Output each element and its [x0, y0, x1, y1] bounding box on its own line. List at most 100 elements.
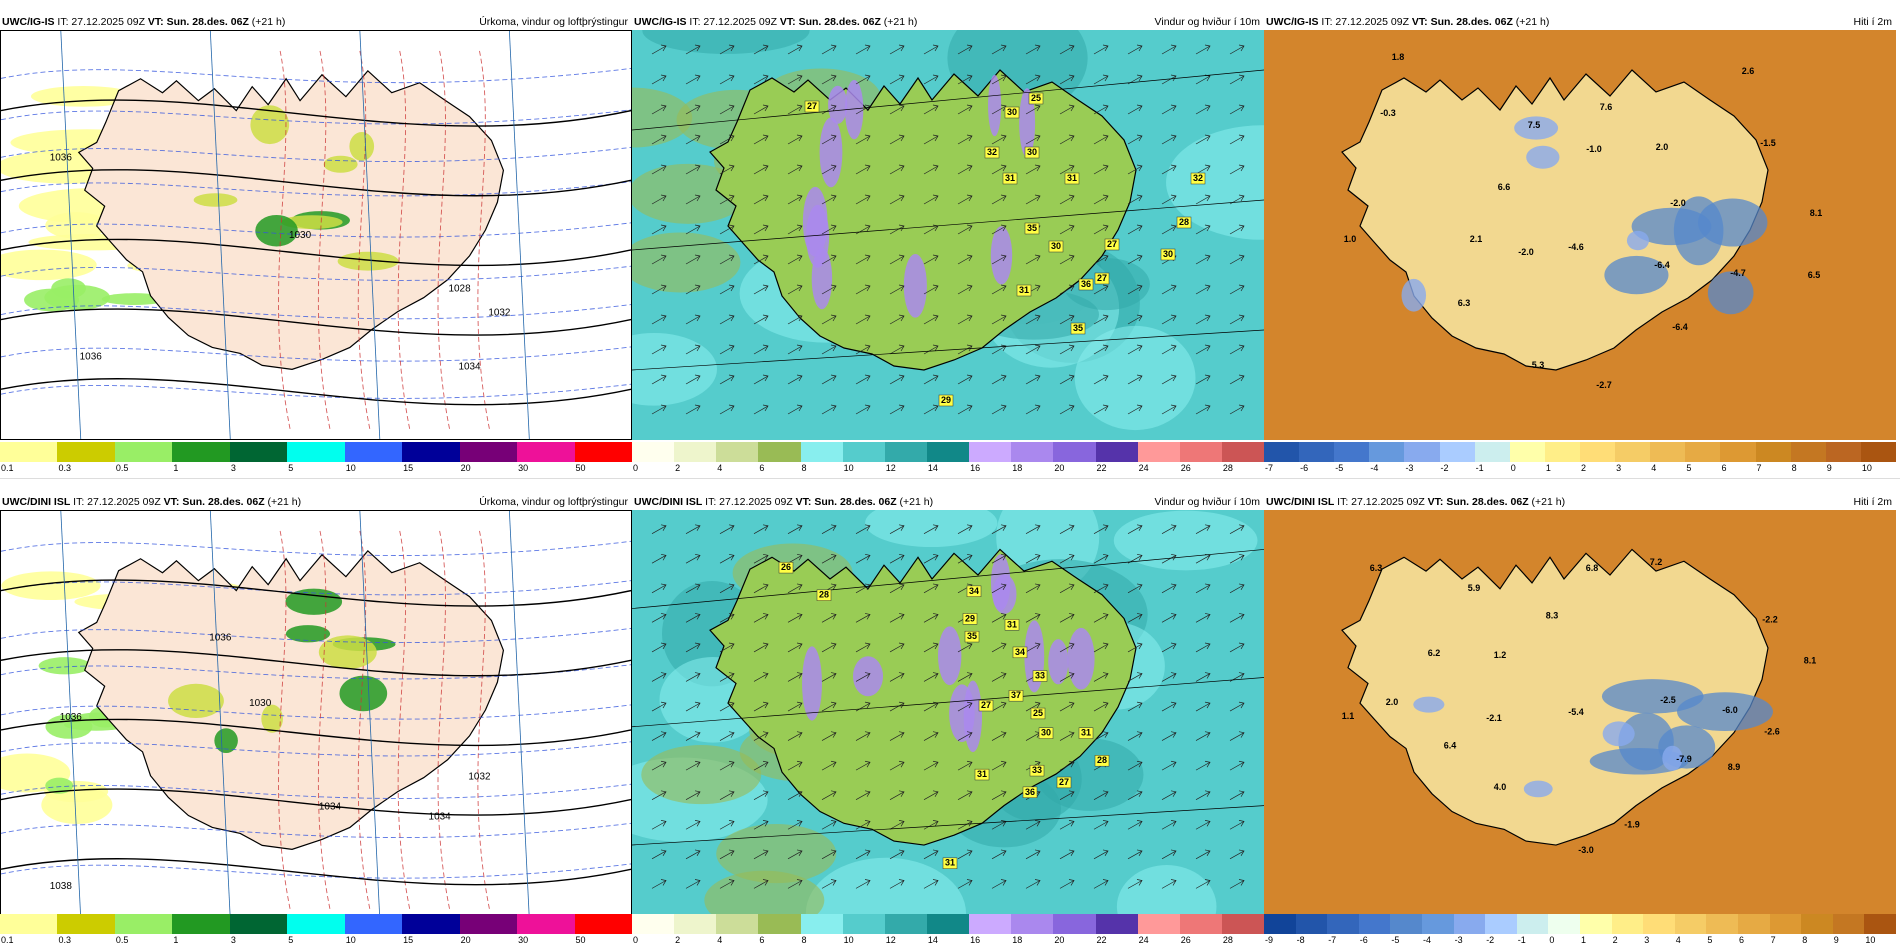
wind-arrow: [1195, 524, 1211, 534]
temperature-label: -1.0: [1586, 144, 1602, 154]
colorbar-tick-label: 0.3: [58, 935, 71, 945]
colorbar-segment: [800, 914, 843, 934]
isotherm: [317, 50, 331, 430]
wind-arrow: [753, 404, 769, 415]
map-area[interactable]: 1036 1028 1032 1034 1036 1030: [0, 30, 632, 440]
wind-arrow: [685, 74, 701, 85]
colorbar: [1264, 914, 1896, 934]
temperature-label: -2.2: [1762, 614, 1778, 624]
gust-label: 36: [1025, 787, 1035, 797]
wind-arrow: [821, 820, 837, 830]
colorbar-tick-label: -3: [1454, 935, 1463, 945]
colorbar-segment: [1650, 442, 1686, 462]
isotherm: [437, 530, 451, 910]
gust-area: [802, 186, 828, 257]
gust-label-box: [1004, 106, 1020, 119]
colorbar-tick-label: 0.1: [1, 935, 14, 945]
wind-arrow: [685, 104, 701, 115]
gust-label-box: [1002, 172, 1018, 185]
gust-label: 30: [1027, 147, 1037, 157]
isobar-label: 1034: [429, 811, 452, 822]
colorbar-segment: [926, 914, 970, 934]
precip-band: [1, 571, 101, 601]
wind-arrow: [1093, 820, 1109, 830]
wind-arrow: [753, 314, 769, 325]
gust-area: [938, 626, 962, 686]
wind-arrow: [753, 879, 769, 889]
wind-arrow: [753, 344, 769, 355]
wind-arrow: [889, 344, 905, 355]
colorbar-tick-label: 0.3: [58, 463, 71, 473]
colorbar-segment: [1860, 442, 1896, 462]
colorbar-tick-label: -7: [1328, 935, 1337, 945]
colorbar-segment: [0, 442, 58, 462]
isotherm: [1, 181, 631, 197]
wind-arrow: [651, 849, 667, 860]
map-area[interactable]: 1.8 2.6 -0.3 7.5 7.6 -1.0 2.0 -1.5 6.6 -2.0 8.1 1.0…: [1264, 30, 1896, 440]
wind-arrow: [651, 194, 667, 205]
wind-arrow: [719, 820, 735, 830]
map-area[interactable]: 1036 1034 1030 1032 1034 1036 1038: [0, 510, 632, 920]
lead-time: (+21 h): [896, 496, 934, 508]
panel-ig-wind: UWC/IG-IS IT: 27.12.2025 09Z VT: Sun. 28…: [632, 14, 1265, 473]
wind-arrow: [991, 284, 1007, 295]
colorbar-segment: [1825, 442, 1861, 462]
wind-arrow: [889, 254, 905, 265]
wind-arrow: [923, 104, 939, 115]
isotherm: [477, 50, 490, 430]
wind-arrow: [1059, 701, 1075, 712]
precip-map: 1036 1028 1032 1034 1036 1030: [1, 31, 631, 439]
wind-arrow: [1127, 760, 1143, 771]
wind-arrow: [923, 672, 939, 682]
temperature-label: 6.2: [1428, 648, 1441, 658]
colorbar-segment: [674, 442, 717, 462]
temperature-label: 2.0: [1656, 142, 1669, 152]
wind-arrow: [685, 404, 701, 415]
valid-time: VT: Sun. 28.des. 06Z: [795, 496, 897, 508]
precip-area: [349, 131, 375, 161]
colorbar: [1264, 442, 1896, 462]
map-area[interactable]: 26 28 34 29 31 35 34 33 37 27 25 30 31 28 27 31 33 36 31: [632, 510, 1264, 914]
temp-map: 6.3 5.9 6.8 7.2 8.3 6.2 1.2 -2.2 8.1 2.0 -2.5 1.1 -2…: [1264, 510, 1896, 914]
colorbar-segment: [114, 914, 173, 934]
gust-area: [828, 85, 848, 124]
wind-arrow: [889, 642, 905, 653]
colorbar-segment: [229, 914, 288, 934]
field-title: Úrkoma, vindur og loftþrýstingur: [479, 16, 628, 28]
isotherm: [1, 704, 631, 720]
wind-arrow: [923, 314, 939, 325]
wind-arrow: [855, 820, 871, 830]
wind-arrow: [753, 613, 769, 623]
wind-arrow: [1127, 731, 1143, 741]
gust-label: 35: [967, 631, 977, 641]
wind-arrow: [889, 374, 905, 385]
wind-arrow: [1195, 284, 1211, 295]
isobar-label: 1036: [50, 152, 73, 163]
wind-arrow: [719, 849, 735, 860]
wind-arrow: [957, 820, 973, 830]
wind-arrow: [991, 44, 1007, 55]
wind-arrow: [1059, 849, 1075, 860]
wind-arrow: [923, 254, 939, 265]
wind-arrow: [685, 613, 701, 623]
colorbar-segment: [842, 442, 885, 462]
grid-line: [632, 549, 1264, 609]
wind-arrow: [855, 314, 871, 325]
colorbar-segment: [402, 914, 460, 934]
map-area[interactable]: 6.3 5.9 6.8 7.2 8.3 6.2 1.2 -2.2 8.1 2.0 -2.5 1.1 -2…: [1264, 510, 1896, 914]
precip-band: [44, 284, 111, 311]
wind-arrow: [1229, 701, 1245, 712]
wind-arrow: [889, 879, 905, 889]
wind-arrow: [1059, 254, 1075, 265]
isobar-label: 1028: [448, 284, 471, 295]
wind-arrow: [1195, 104, 1211, 115]
wind-arrow: [685, 224, 701, 235]
wind-arrow: [957, 554, 973, 564]
gust-label: 27: [1107, 239, 1117, 249]
colorbar-segment: [287, 914, 345, 934]
wind-arrow: [685, 344, 701, 355]
map-area[interactable]: 27 25 30 32 30 31 31 35 30 27 31 36 35 27 30 28 32 29: [632, 30, 1264, 440]
wind-arrow: [923, 820, 939, 830]
colorbar-segment: [517, 914, 575, 934]
wind-arrow: [1093, 790, 1109, 800]
